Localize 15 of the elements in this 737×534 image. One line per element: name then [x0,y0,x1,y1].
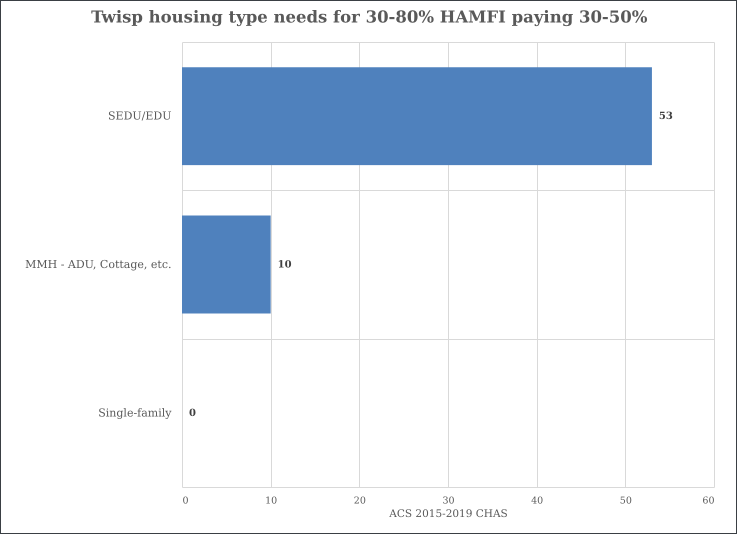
x-tick-label: 10 [265,496,278,506]
x-tick-label: 60 [702,496,714,506]
data-label: 10 [278,260,292,270]
y-tick-label: Single-family [98,406,172,420]
y-tick-label: MMH - ADU, Cottage, etc. [25,258,172,271]
x-axis-title: ACS 2015-2019 CHAS [388,508,508,520]
x-tick-label: 30 [442,496,455,506]
y-tick-label: SEDU/EDU [108,110,172,123]
x-tick-label: 20 [354,496,366,506]
x-tick-label: 0 [182,496,189,506]
chart-title: Twisp housing type needs for 30-80% HAMFI paying 30-50% [91,8,648,26]
x-tick-label: 40 [531,496,544,506]
data-label: 0 [189,408,196,419]
x-tick-label: 50 [620,496,632,506]
data-label: 53 [658,111,673,122]
